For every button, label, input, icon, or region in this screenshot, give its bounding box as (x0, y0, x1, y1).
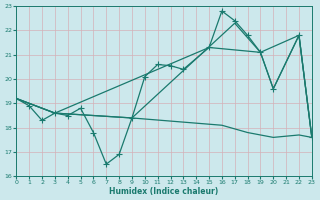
X-axis label: Humidex (Indice chaleur): Humidex (Indice chaleur) (109, 187, 219, 196)
